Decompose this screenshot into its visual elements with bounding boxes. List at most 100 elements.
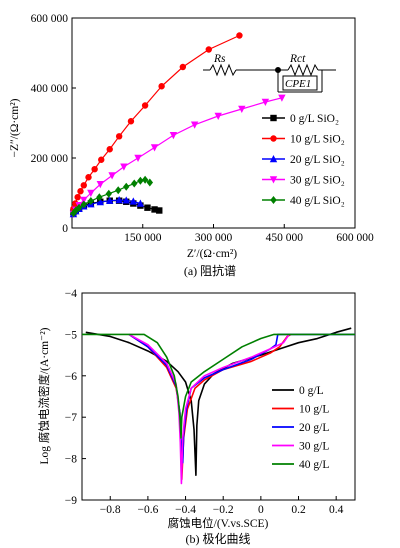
circuit-rs-label: Rs: [213, 53, 226, 65]
data-point-a: [98, 156, 105, 163]
data-point-a: [129, 197, 138, 205]
series-group-a: [69, 32, 286, 218]
data-point-a: [74, 194, 81, 201]
plot-area-b: [81, 292, 356, 501]
y-tick-label-b: −7: [65, 412, 77, 424]
legend-marker-a: [269, 155, 278, 163]
data-point-a: [151, 206, 158, 213]
data-point-a: [236, 32, 243, 39]
series-line-b: [128, 333, 292, 481]
x-tick-label-a: 150 000: [124, 232, 162, 244]
series-group-b: [82, 327, 355, 485]
data-point-a: [238, 105, 246, 113]
x-tick-label-a: 300 000: [195, 232, 233, 244]
data-point-a: [106, 196, 114, 204]
data-point-a: [179, 63, 187, 71]
y-tick-label-b: −5: [65, 329, 77, 341]
x-tick-label-b: 0.4: [329, 504, 344, 516]
data-point-a: [190, 121, 199, 129]
data-point-a: [96, 181, 104, 189]
data-point-a: [278, 94, 286, 102]
data-point-a: [261, 98, 270, 106]
legend-b: 0 g/L 10 g/L 20 g/L 30 g/L 40 g/L: [272, 385, 329, 471]
data-point-a: [156, 207, 163, 214]
y-axis-label-b: Log 腐蚀电流密度/(A·cm⁻²): [37, 327, 51, 464]
data-point-a: [77, 188, 84, 195]
y-tick-label-b: −6: [65, 371, 77, 383]
data-point-a: [150, 144, 159, 152]
legend-a: 0 g/L SiO₂ 10 g/L SiO₂ 20 g/L SiO₂ 30 g/L S…: [262, 113, 345, 207]
data-point-a: [141, 175, 149, 184]
data-point-a: [123, 182, 130, 191]
data-point-a: [72, 200, 79, 207]
legend-marker-a: [270, 135, 277, 142]
data-point-a: [108, 172, 116, 180]
data-point-a: [115, 196, 123, 204]
legend-label-b: 10 g/L: [299, 404, 329, 416]
data-point-a: [146, 178, 154, 187]
data-point-a: [87, 197, 95, 206]
y-tick-label-b: −9: [65, 495, 77, 507]
series-line-b: [82, 333, 355, 439]
x-axis-label-b: 腐蚀电位/(V.vs.SCE): [168, 516, 269, 530]
equivalent-circuit: Rs Rct CPE1: [203, 53, 336, 93]
y-tick-label-a: 400 000: [31, 83, 69, 95]
legend-label-a: 40 g/L SiO₂: [290, 195, 345, 207]
x-tick-label-b: −0.6: [137, 504, 158, 516]
data-point-a: [214, 112, 222, 120]
polarization-chart: −0.8 −0.6 −0.4 −0.2 0 0.2 0.4 −4 −5 −6 −7 −8 −9 0 g/…: [37, 288, 356, 546]
data-point-a: [75, 203, 83, 212]
y-tick-label-a: 600 000: [31, 13, 69, 25]
data-point-a: [80, 200, 87, 209]
data-point-a: [158, 83, 165, 90]
data-point-a: [80, 196, 88, 204]
data-point-a: [169, 132, 178, 140]
legend-marker-a: [270, 196, 277, 204]
data-point-a: [205, 46, 212, 53]
x-tick-label-a: 600 000: [336, 232, 374, 244]
series-line-b: [85, 327, 352, 476]
legend-label-b: 40 g/L: [299, 459, 329, 471]
data-point-a: [72, 206, 79, 215]
data-point-a: [136, 199, 145, 207]
legend-label-b: 20 g/L: [299, 422, 329, 434]
data-point-a: [144, 204, 151, 211]
x-tick-label-a: 450 000: [266, 232, 304, 244]
data-point-a: [122, 196, 130, 204]
x-tick-label-b: −0.4: [175, 504, 196, 516]
data-point-a: [105, 189, 112, 198]
x-tick-label-b: 0.2: [291, 504, 306, 516]
caption-b: (b) 极化曲线: [186, 532, 251, 546]
x-axis-label-a: Z′/(Ω·cm²): [187, 248, 237, 260]
legend-label-b: 30 g/L: [299, 441, 329, 453]
legend-label-a: 20 g/L SiO₂: [290, 154, 345, 166]
x-tick-label-b: −0.8: [100, 504, 121, 516]
y-tick-label-b: −4: [65, 288, 77, 300]
legend-label-a: 30 g/L SiO₂: [290, 175, 345, 187]
data-point-a: [85, 174, 92, 181]
legend-label-a: 0 g/L SiO₂: [290, 113, 339, 125]
circuit-rct-label: Rct: [289, 53, 306, 65]
legend-label-b: 0 g/L: [299, 385, 324, 397]
nyquist-chart: 150 000 300 000 450 000 600 000 0 200 000 400 …: [9, 13, 374, 278]
x-tick-label-b: 0: [258, 504, 264, 516]
series-line-b: [128, 333, 290, 485]
data-point-a: [80, 182, 87, 189]
data-point-a: [87, 189, 95, 197]
legend-marker-a: [270, 114, 277, 122]
data-point-a: [141, 102, 149, 109]
legend-marker-a: [269, 176, 278, 184]
data-point-a: [96, 198, 104, 206]
x-tick-label-b: −0.2: [213, 504, 234, 516]
data-point-a: [91, 166, 98, 173]
data-point-a: [115, 186, 122, 195]
y-tick-label-a: 200 000: [31, 153, 69, 165]
y-tick-label-b: −8: [65, 454, 77, 466]
series-line-a: [72, 34, 240, 209]
data-point-a: [96, 193, 103, 202]
data-point-a: [106, 146, 113, 153]
data-point-a: [131, 179, 138, 188]
data-point-a: [127, 118, 135, 125]
legend-label-a: 10 g/L SiO₂: [290, 134, 345, 146]
